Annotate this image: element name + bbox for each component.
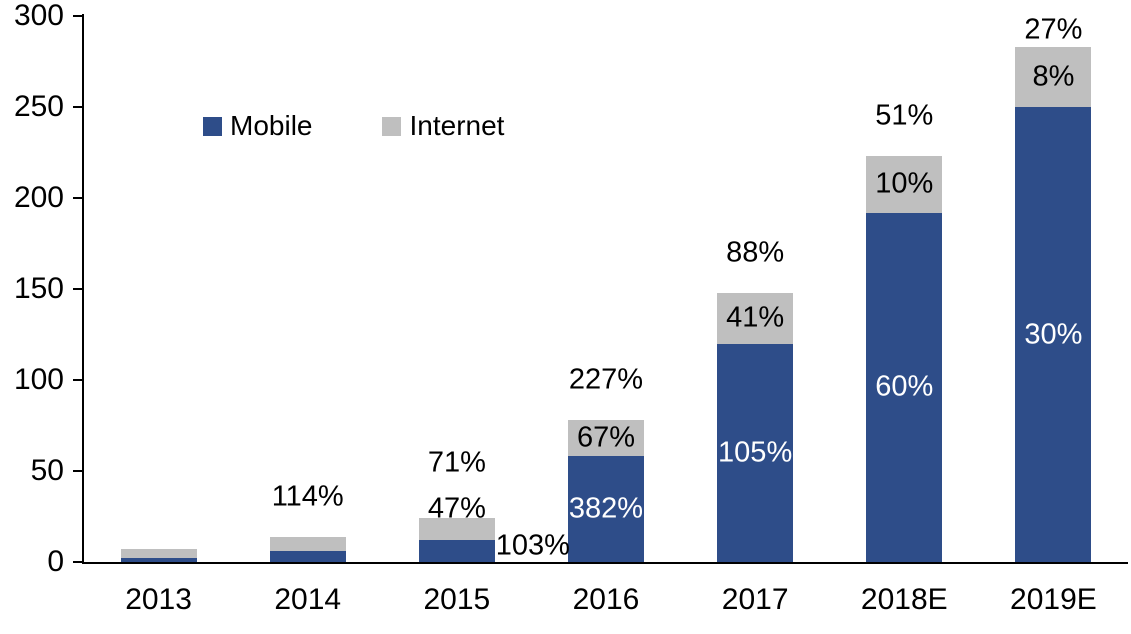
x-tick-label: 2018E — [860, 583, 948, 616]
bar-segment-internet — [866, 156, 943, 213]
internet-growth-label: 67% — [576, 421, 636, 454]
bar-segment-internet — [1015, 46, 1092, 107]
bar-segment-internet — [568, 420, 644, 457]
mobile-growth-label: 105% — [718, 436, 793, 469]
mobile-growth-label: 103% — [495, 529, 570, 562]
x-tick-label: 2019E — [1010, 583, 1097, 616]
total-growth-label: 71% — [427, 446, 486, 479]
legend-swatch-internet-icon — [382, 116, 402, 136]
y-tick-label: 0 — [47, 545, 64, 578]
internet-growth-label: 10% — [875, 167, 934, 200]
bar-segment-internet — [717, 292, 794, 344]
x-tick-label: 2014 — [274, 583, 342, 616]
y-axis-line — [82, 14, 84, 564]
bar-segment-internet — [269, 536, 346, 552]
bar-segment-mobile — [1015, 107, 1092, 562]
total-growth-label: 27% — [1024, 13, 1083, 46]
mobile-growth-label: 30% — [1024, 318, 1083, 350]
bar-segment-mobile — [717, 343, 794, 562]
y-tick-label: 200 — [13, 181, 64, 214]
internet-growth-label: 8% — [1032, 60, 1075, 93]
x-tick-label: 2015 — [423, 583, 491, 616]
bar-segment-mobile — [120, 558, 197, 562]
y-tick-label: 50 — [30, 454, 64, 487]
y-tick-label: 100 — [13, 363, 64, 396]
total-growth-label: 88% — [726, 236, 785, 269]
bar-segment-internet — [120, 549, 197, 559]
x-tick-label: 2017 — [721, 583, 789, 616]
total-growth-label: 227% — [568, 363, 644, 396]
y-axis-tick — [73, 561, 82, 563]
total-growth-label: 114% — [271, 480, 344, 513]
x-tick-label: 2016 — [572, 583, 640, 616]
internet-growth-label: 47% — [427, 492, 486, 525]
bar-segment-internet — [418, 518, 495, 541]
y-tick-label: 250 — [13, 90, 64, 123]
mobile-growth-label: 382% — [568, 492, 644, 525]
y-tick-label: 300 — [13, 0, 64, 32]
y-axis-tick — [73, 288, 82, 290]
y-axis-tick — [73, 379, 82, 381]
legend-swatch-mobile-icon — [203, 116, 222, 136]
legend-label-mobile: Mobile — [230, 110, 313, 141]
bar-segment-mobile — [568, 456, 644, 562]
bar-segment-mobile — [866, 212, 943, 562]
legend-item-internet: Internet — [382, 112, 504, 140]
bar-segment-mobile — [269, 551, 346, 562]
internet-growth-label: 41% — [726, 301, 785, 334]
y-tick-label: 150 — [13, 272, 64, 305]
y-axis-tick — [73, 197, 82, 199]
legend-item-mobile: Mobile — [203, 112, 312, 140]
y-axis-tick — [73, 470, 82, 472]
x-axis-line — [82, 562, 1128, 564]
y-axis-tick — [73, 106, 82, 108]
legend-label-internet: Internet — [409, 110, 505, 141]
mobile-growth-label: 60% — [875, 370, 934, 403]
total-growth-label: 51% — [875, 99, 934, 132]
legend: Mobile Internet — [203, 112, 504, 140]
y-axis-tick — [73, 15, 82, 17]
bar-segment-mobile — [418, 540, 495, 562]
x-tick-label: 2013 — [125, 583, 192, 616]
